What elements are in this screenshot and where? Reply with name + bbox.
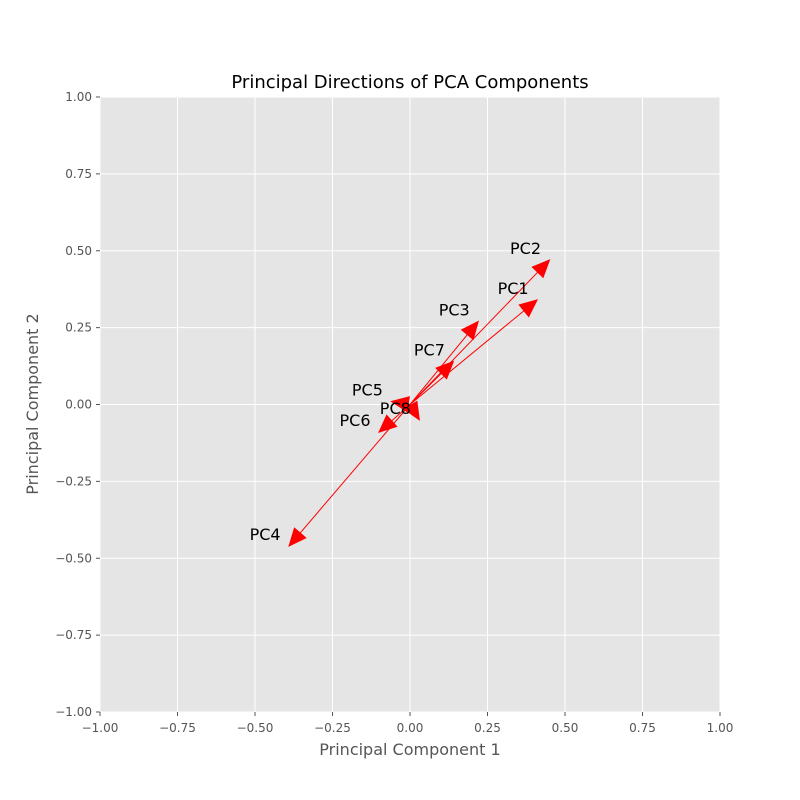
- y-axis-label: Principal Component 2: [23, 313, 42, 494]
- vector-labels: PC1 PC2 PC3 PC4 PC5 PC6 PC7 PC8: [250, 239, 541, 544]
- vector-label-pc4: PC4: [250, 525, 281, 544]
- vector-label-pc7: PC7: [414, 340, 445, 359]
- vector-arrows: [288, 259, 551, 547]
- y-tick-label: 1.00: [65, 90, 92, 104]
- y-tick-label: 0.25: [65, 321, 92, 335]
- y-tick-label: −0.75: [55, 628, 92, 642]
- arrow-head-pc4: [288, 527, 307, 547]
- vector-label-pc3: PC3: [439, 300, 470, 319]
- x-axis-label: Principal Component 1: [319, 740, 500, 759]
- arrow-shaft-pc7: [409, 373, 442, 405]
- x-tick-label: 1.00: [707, 721, 734, 735]
- x-tick-label: 0.75: [629, 721, 656, 735]
- chart-title: Principal Directions of PCA Components: [231, 72, 588, 93]
- vector-label-pc5: PC5: [352, 380, 383, 399]
- y-tick-label: 0.50: [65, 244, 92, 258]
- y-tick-label: 0.00: [65, 398, 92, 412]
- x-axis-ticks: −1.00 −0.75 −0.50 −0.25 0.00 0.25 0.50 0.75 1.00: [82, 712, 734, 735]
- arrow-head-pc3: [460, 320, 479, 341]
- arrow-shaft-pc1: [409, 310, 525, 405]
- vector-label-pc2: PC2: [510, 239, 541, 258]
- x-tick-label: −0.75: [159, 721, 196, 735]
- arrow-head-pc8: [403, 400, 420, 421]
- vector-label-pc6: PC6: [340, 411, 371, 430]
- x-tick-label: −0.25: [314, 721, 351, 735]
- vector-label-pc1: PC1: [498, 279, 529, 298]
- arrow-head-pc5: [390, 396, 411, 413]
- arrow-head-pc7: [435, 360, 455, 380]
- y-tick-label: −1.00: [55, 705, 92, 719]
- arrow-head-pc1: [518, 299, 539, 318]
- x-tick-label: −1.00: [82, 721, 119, 735]
- vector-label-pc8: PC8: [380, 399, 411, 418]
- y-tick-label: 0.75: [65, 167, 92, 181]
- x-tick-label: −0.50: [237, 721, 274, 735]
- arrow-head-pc6: [378, 414, 398, 433]
- arrow-head-pc2: [531, 259, 551, 279]
- x-tick-label: 0.25: [474, 721, 501, 735]
- y-tick-label: −0.50: [55, 551, 92, 565]
- y-tick-label: −0.25: [55, 474, 92, 488]
- x-tick-label: 0.00: [397, 721, 424, 735]
- x-tick-label: 0.50: [552, 721, 579, 735]
- y-axis-ticks: −1.00 −0.75 −0.50 −0.25 0.00 0.25 0.50 0.75 1.00: [55, 90, 100, 719]
